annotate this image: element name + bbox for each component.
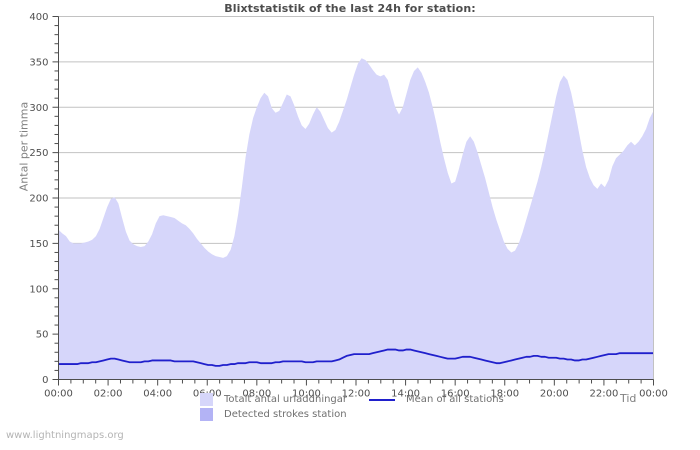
svg-text:350: 350 — [29, 57, 48, 68]
svg-text:16:00: 16:00 — [441, 389, 470, 400]
svg-text:0: 0 — [42, 375, 48, 386]
svg-text:200: 200 — [29, 194, 48, 205]
svg-text:22:00: 22:00 — [590, 389, 619, 400]
svg-text:20:00: 20:00 — [540, 389, 569, 400]
legend-label-total: Totalt antal urladdningar — [224, 394, 348, 405]
legend-swatch-total-icon — [200, 393, 213, 406]
chart-legend: Totalt antal urladdningar Mean of all st… — [200, 392, 526, 422]
svg-text:100: 100 — [29, 284, 48, 295]
svg-text:150: 150 — [29, 239, 48, 250]
chart-title: Blixtstatistik of the last 24h for stati… — [224, 2, 476, 15]
legend-row-1: Totalt antal urladdningar Mean of all st… — [200, 392, 526, 407]
legend-row-2: Detected strokes station — [200, 407, 526, 422]
line-series-mean — [58, 348, 654, 367]
watermark: www.lightningmaps.org — [6, 430, 124, 441]
svg-text:00:00: 00:00 — [639, 389, 668, 400]
legend-line-mean-icon — [369, 398, 396, 401]
svg-text:50: 50 — [36, 330, 49, 341]
area-series-total — [58, 58, 654, 380]
legend-label-mean: Mean of all stations — [406, 394, 504, 405]
svg-text:10:00: 10:00 — [292, 389, 321, 400]
legend-entry-total: Totalt antal urladdningar — [200, 393, 347, 406]
svg-text:400: 400 — [29, 12, 48, 23]
legend-swatch-detected-icon — [200, 408, 213, 421]
svg-text:250: 250 — [29, 148, 48, 159]
svg-text:02:00: 02:00 — [94, 389, 123, 400]
svg-text:18:00: 18:00 — [490, 389, 519, 400]
svg-text:300: 300 — [29, 103, 48, 114]
legend-entry-detected: Detected strokes station — [200, 408, 347, 421]
svg-text:04:00: 04:00 — [143, 389, 172, 400]
legend-label-detected: Detected strokes station — [224, 409, 347, 420]
x-axis-title: Tid — [620, 392, 637, 405]
svg-text:12:00: 12:00 — [342, 389, 371, 400]
svg-text:08:00: 08:00 — [242, 389, 271, 400]
legend-entry-mean: Mean of all stations — [369, 394, 504, 405]
svg-text:14:00: 14:00 — [391, 389, 420, 400]
y-axis-ticks: 0 50 100 150 200 250 300 350 400 — [29, 12, 59, 386]
svg-text:00:00: 00:00 — [44, 389, 73, 400]
